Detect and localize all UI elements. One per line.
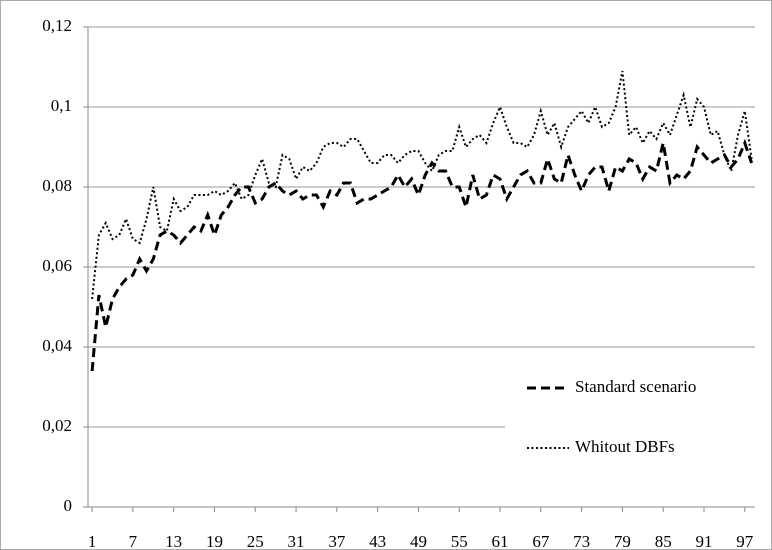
legend-label: Whitout DBFs xyxy=(575,437,675,456)
y-tick-label: 0,06 xyxy=(42,256,72,275)
x-tick-label: 73 xyxy=(573,532,590,550)
y-tick-label: 0,1 xyxy=(51,96,72,115)
y-tick-label: 0,04 xyxy=(42,336,72,355)
x-tick-label: 7 xyxy=(129,532,138,550)
x-tick-label: 1 xyxy=(88,532,97,550)
legend: Standard scenario Whitout DBFs xyxy=(505,360,755,470)
legend-label: Standard scenario xyxy=(575,377,696,396)
x-tick-label: 79 xyxy=(614,532,631,550)
x-tick-label: 85 xyxy=(655,532,672,550)
x-tick-label: 31 xyxy=(288,532,305,550)
y-tick-label: 0,12 xyxy=(42,16,72,35)
legend-box xyxy=(505,360,755,470)
data-line xyxy=(91,70,753,300)
data-line xyxy=(90,138,754,372)
y-tick-label: 0,02 xyxy=(42,416,72,435)
x-tick-label: 61 xyxy=(492,532,509,550)
x-tick-label: 67 xyxy=(532,532,550,550)
y-tick-label: 0,08 xyxy=(42,176,72,195)
x-tick-label: 97 xyxy=(736,532,754,550)
x-tick-label: 25 xyxy=(247,532,264,550)
x-tick-label: 91 xyxy=(696,532,713,550)
x-tick-label: 37 xyxy=(328,532,346,550)
y-tick-label: 0 xyxy=(64,496,73,515)
x-tick-label: 19 xyxy=(206,532,223,550)
x-tick-label: 55 xyxy=(451,532,468,550)
x-tick-label: 49 xyxy=(410,532,427,550)
x-tick-label: 13 xyxy=(165,532,182,550)
x-tick-label: 43 xyxy=(369,532,386,550)
